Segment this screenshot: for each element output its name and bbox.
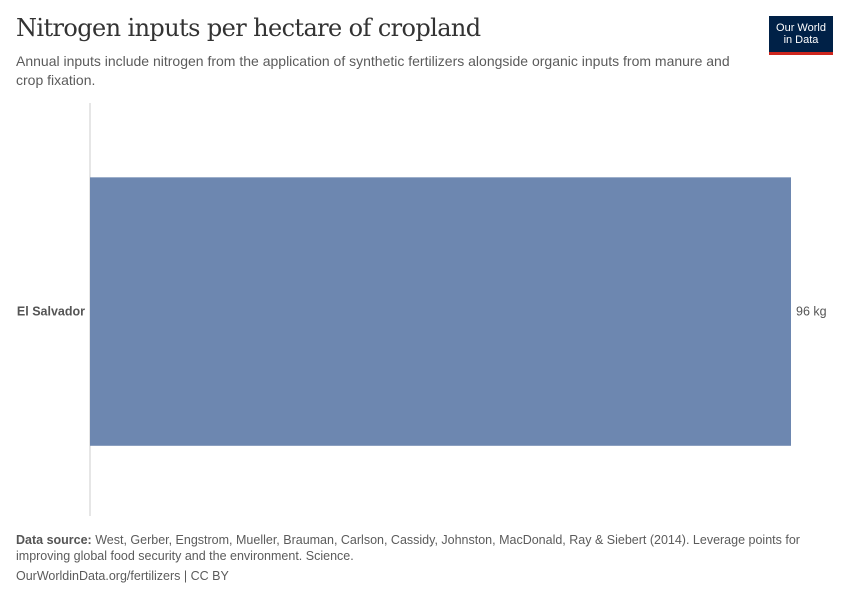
chart-title: Nitrogen inputs per hectare of cropland [16, 14, 481, 42]
license-link[interactable]: CC BY [190, 569, 229, 583]
footer-links: OurWorldinData.org/fertilizers | CC BY [16, 569, 229, 583]
logo-line-1: Our World [776, 22, 826, 34]
chart-subtitle: Annual inputs include nitrogen from the … [16, 53, 730, 88]
category-label: El Salvador [17, 305, 85, 319]
data-source: Data source: West, Gerber, Engstrom, Mue… [16, 532, 806, 564]
value-label: 96 kg [796, 305, 827, 319]
bar [90, 177, 791, 446]
owid-logo[interactable]: Our World in Data [769, 16, 833, 55]
source-url-link[interactable]: OurWorldinData.org/fertilizers [16, 569, 181, 583]
logo-line-2: in Data [783, 34, 819, 46]
source-label: Data source: [16, 533, 92, 547]
source-text: West, Gerber, Engstrom, Mueller, Brauman… [16, 533, 800, 563]
